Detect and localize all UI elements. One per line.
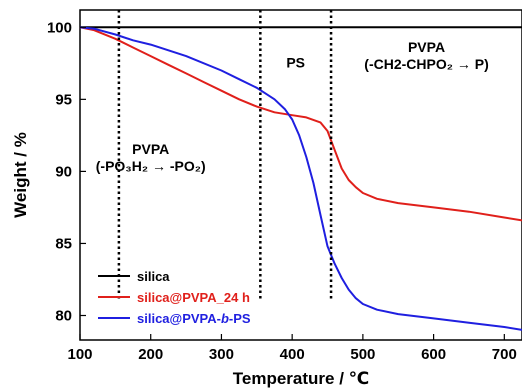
x-axis-ticks: 100 200 300 400 500 600 700	[67, 334, 517, 363]
phase-annotation-0: PVPA	[132, 141, 169, 157]
phase-annotation-2: (-CH2-CHPO₂ → P)	[364, 56, 488, 72]
x-tick-label: 400	[280, 346, 305, 363]
x-tick-label: 200	[138, 346, 163, 363]
y-tick-label: 80	[55, 308, 72, 325]
phase-annotation-2: PVPA	[408, 39, 445, 55]
legend-label-1: silica@PVPA_24 h	[137, 290, 250, 305]
y-tick-label: 100	[47, 19, 72, 36]
x-tick-label: 600	[421, 346, 446, 363]
series-layer	[79, 26, 522, 331]
legend: silica silica@PVPA_24 h silica@PVPA-b-PS	[98, 269, 251, 326]
phase-annotation-0: (-PO₃H₂ → -PO₂)	[96, 158, 206, 174]
y-tick-label: 85	[55, 235, 72, 252]
y-axis-ticks: 80 85 90 95 100	[47, 19, 86, 325]
x-tick-label: 100	[67, 346, 92, 363]
y-tick-label: 90	[55, 163, 72, 180]
plot-frame	[79, 9, 522, 341]
x-axis-title: Temperature / ℃	[233, 369, 369, 388]
x-tick-label: 500	[350, 346, 375, 363]
y-axis-title: Weight / %	[11, 132, 30, 218]
phase-divider-layer	[117, 10, 333, 300]
series-line-2	[79, 26, 522, 331]
y-tick-label: 95	[55, 91, 72, 108]
phase-annotation-1: PS	[286, 55, 305, 71]
legend-label-0: silica	[137, 269, 170, 284]
legend-label-2: silica@PVPA-b-PS	[137, 311, 251, 326]
x-tick-label: 300	[209, 346, 234, 363]
series-line-1	[79, 26, 522, 222]
x-tick-label: 700	[492, 346, 517, 363]
